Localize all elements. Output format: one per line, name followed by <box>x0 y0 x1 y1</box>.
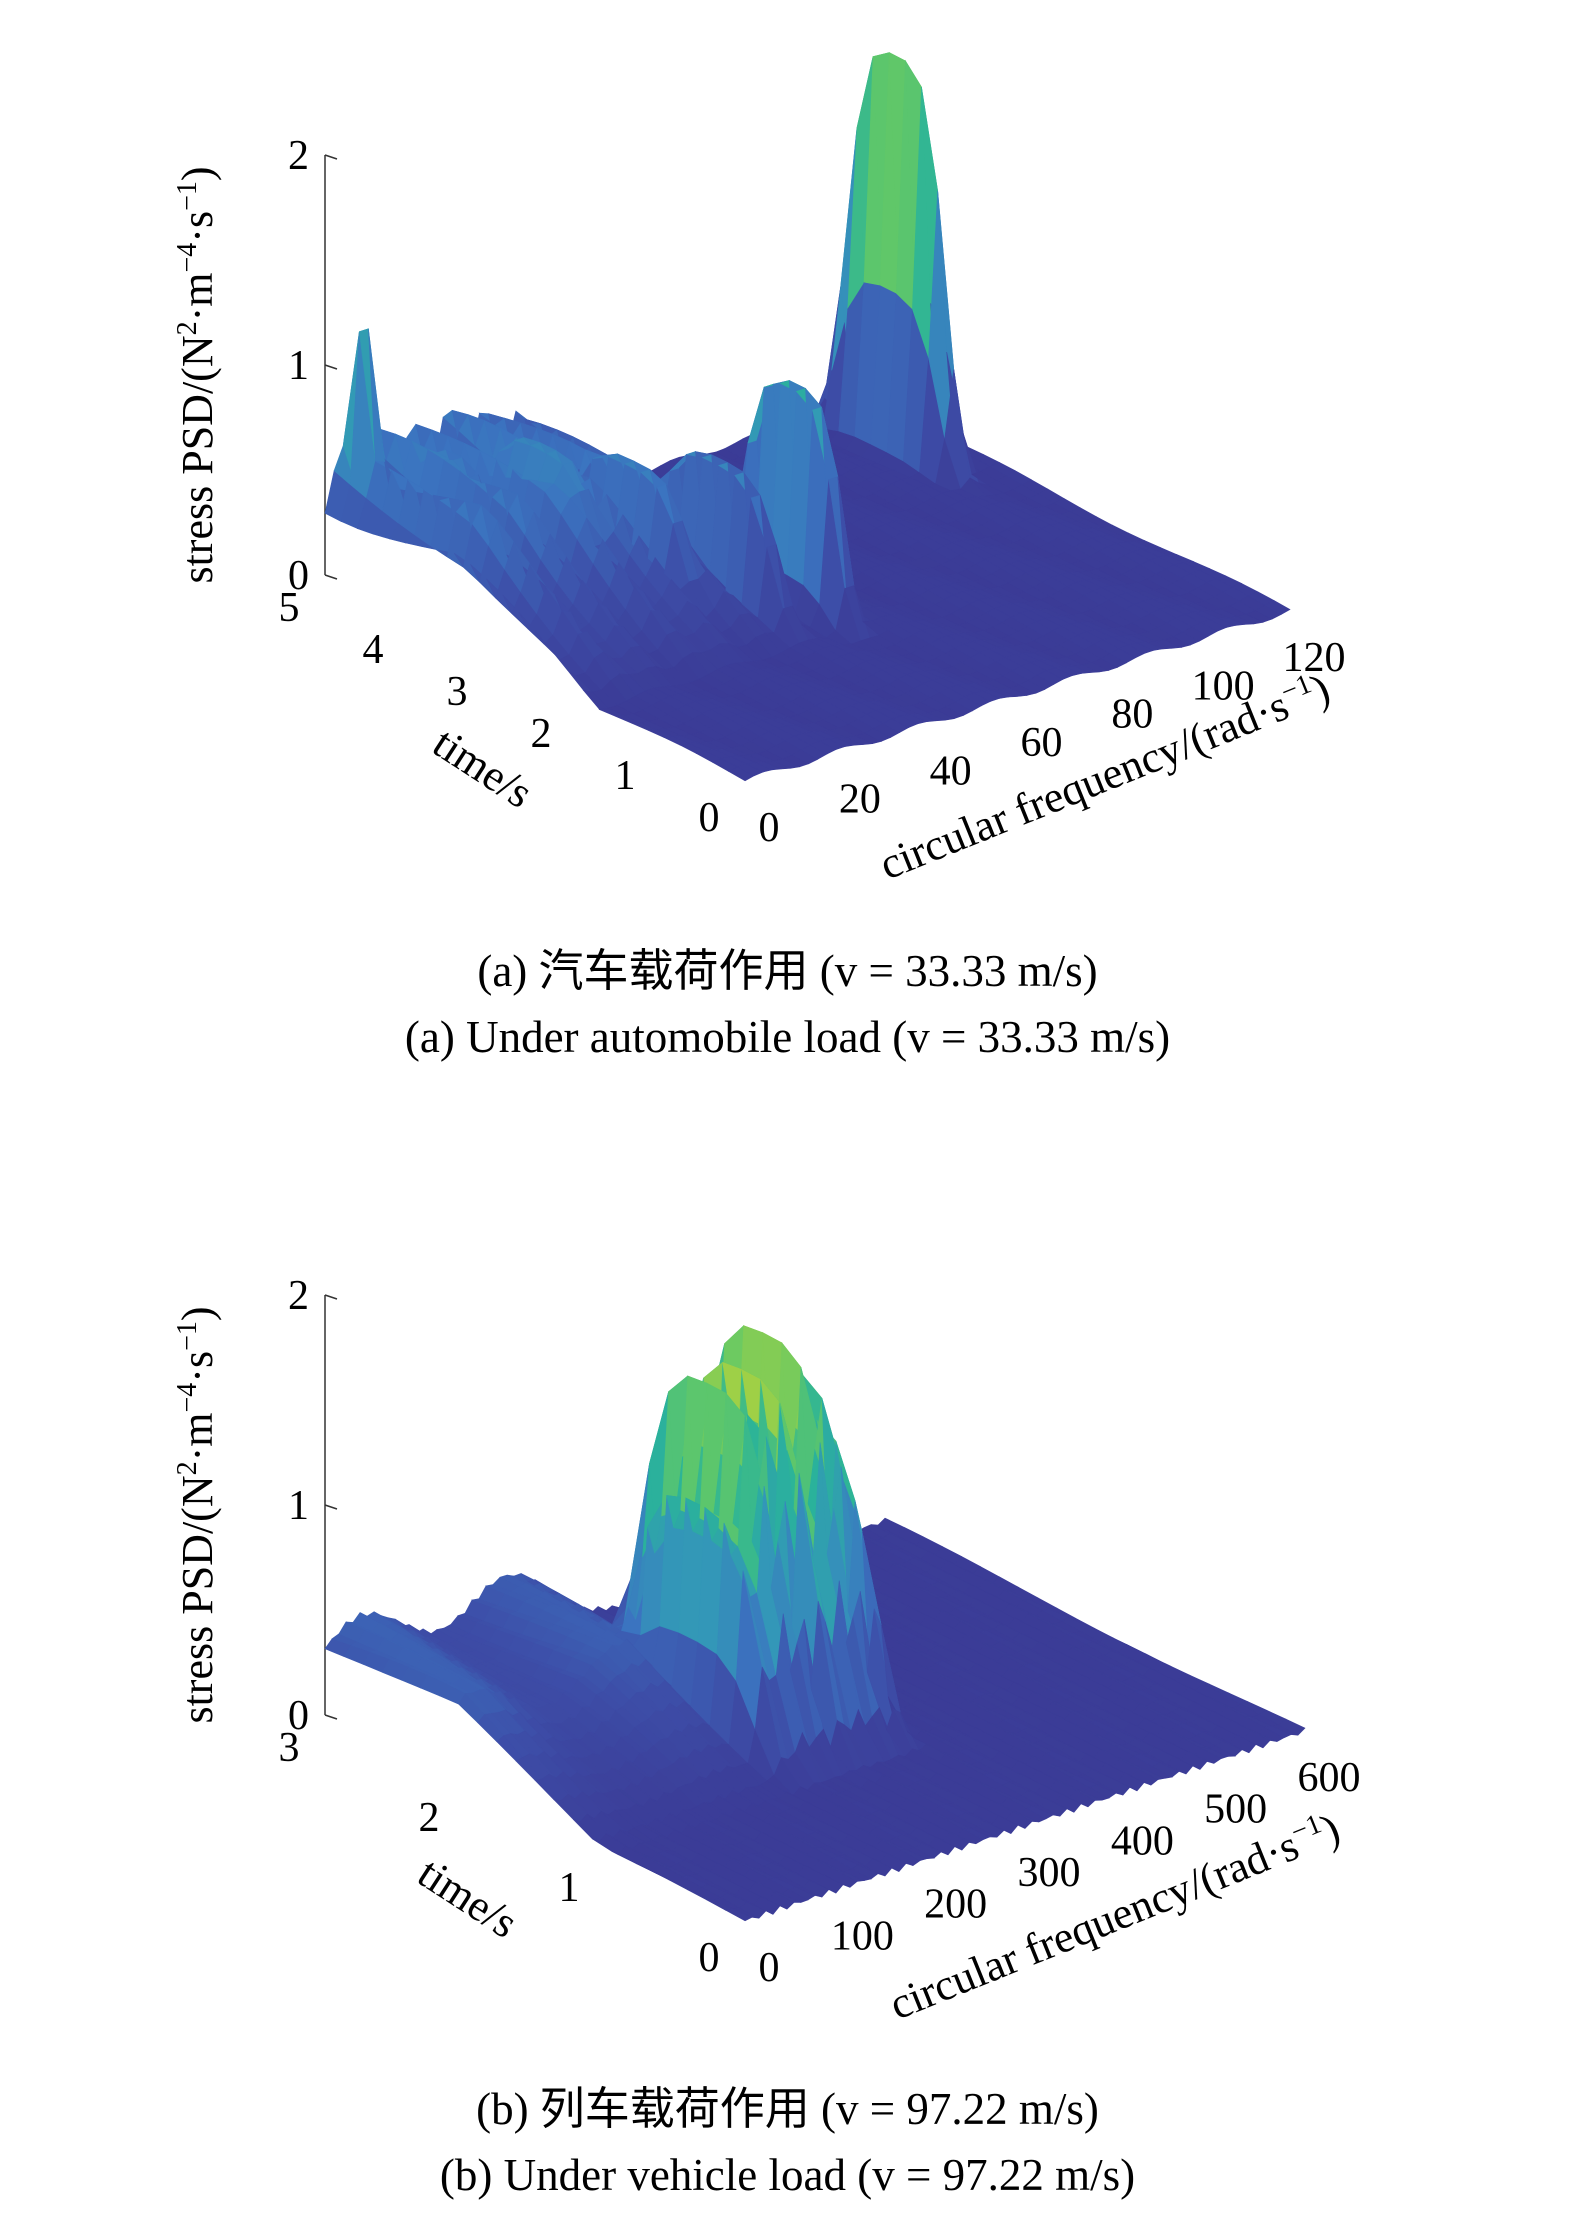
chart1-z-axis-label: stress PSD/(N2·m−4·s−1) <box>172 1306 222 1723</box>
chart0-z-tick-label: 2 <box>288 133 309 179</box>
chart0-x-tick-label: 100 <box>1192 663 1255 709</box>
caption-a-zh: (a) 汽车载荷作用 (v = 33.33 m/s) <box>477 946 1098 996</box>
chart1-surface <box>324 1324 1306 1922</box>
chart1-y-axis-label: time/s <box>409 1848 526 1948</box>
chart0-y-tick-label: 4 <box>363 627 384 673</box>
chart0-y-tick-label: 3 <box>447 669 468 715</box>
chart1-z-tick <box>324 1504 338 1510</box>
chart0-z-tick <box>324 364 338 370</box>
chart1-z-tick <box>324 1294 338 1300</box>
chart1-x-tick-label: 400 <box>1111 1818 1174 1864</box>
chart1-y-tick-label: 1 <box>559 1865 580 1911</box>
chart0-x-tick-label: 40 <box>930 748 972 794</box>
chart1-x-tick-label: 500 <box>1204 1787 1267 1833</box>
chart0-z-tick <box>324 154 338 160</box>
chart-panel-a: 0 1 2 0 1 2 3 4 5 0 20 40 60 80 100 120 stress PSD/(N2·m… <box>0 52 1575 1070</box>
chart0-surface-patch <box>1264 600 1291 615</box>
chart0-surface <box>324 52 1291 782</box>
chart-panel-b: 0 1 2 0 1 2 3 0 100 200 300 400 500 600 stress PSD/(N2… <box>0 1140 1575 2217</box>
chart0-z-axis-label: stress PSD/(N2·m−4·s−1) <box>172 166 222 583</box>
caption-a: (a) 汽车载荷作用 (v = 33.33 m/s) (a) Under aut… <box>0 938 1575 1070</box>
caption-b-en: (b) Under vehicle load (v = 97.22 m/s) <box>439 2150 1136 2200</box>
chart1-x-tick-label: 300 <box>1018 1850 1081 1896</box>
chart0-y-tick-label: 2 <box>531 711 552 757</box>
chart1-surface-patch <box>802 1879 830 1898</box>
chart0-z-tick-label: 1 <box>288 343 309 389</box>
chart1-x-tick-label: 0 <box>759 1945 780 1991</box>
chart1-z-tick-label: 2 <box>288 1273 309 1319</box>
chart1-x-tick-label: 100 <box>831 1913 894 1959</box>
chart1-z-tick <box>324 1714 338 1720</box>
chart0-x-tick-label: 0 <box>759 805 780 851</box>
chart1-surface-patch <box>1278 1718 1306 1736</box>
chart0-y-tick-label: 0 <box>699 795 720 841</box>
chart1-x-tick-label: 200 <box>924 1882 987 1928</box>
chart0-y-axis-label: time/s <box>424 718 541 818</box>
chart1-z-tick-label: 0 <box>288 1693 309 1739</box>
chart1-z-tick-label: 1 <box>288 1483 309 1529</box>
chart0-y-tick-label: 5 <box>279 585 300 631</box>
chart0-y-tick-label: 1 <box>615 753 636 799</box>
chart1-y-tick-label: 3 <box>279 1725 300 1771</box>
caption-b-zh: (b) 列车载荷作用 (v = 97.22 m/s) <box>476 2084 1099 2134</box>
chart0-z-tick <box>324 574 338 580</box>
chart1-x-tick-label: 600 <box>1298 1755 1361 1801</box>
chart0-x-tick-label: 120 <box>1283 635 1346 681</box>
caption-b: (b) 列车载荷作用 (v = 97.22 m/s) (b) Under veh… <box>0 2076 1575 2208</box>
chart0-z-tick-label: 0 <box>288 553 309 599</box>
chart0-x-tick-label: 20 <box>839 777 881 823</box>
chart1-y-tick-label: 2 <box>419 1795 440 1841</box>
chart0-x-tick-label: 80 <box>1111 692 1153 738</box>
chart0-x-tick-label: 60 <box>1021 720 1063 766</box>
caption-a-en: (a) Under automobile load (v = 33.33 m/s… <box>404 1012 1171 1062</box>
chart1-y-tick-label: 0 <box>699 1935 720 1981</box>
